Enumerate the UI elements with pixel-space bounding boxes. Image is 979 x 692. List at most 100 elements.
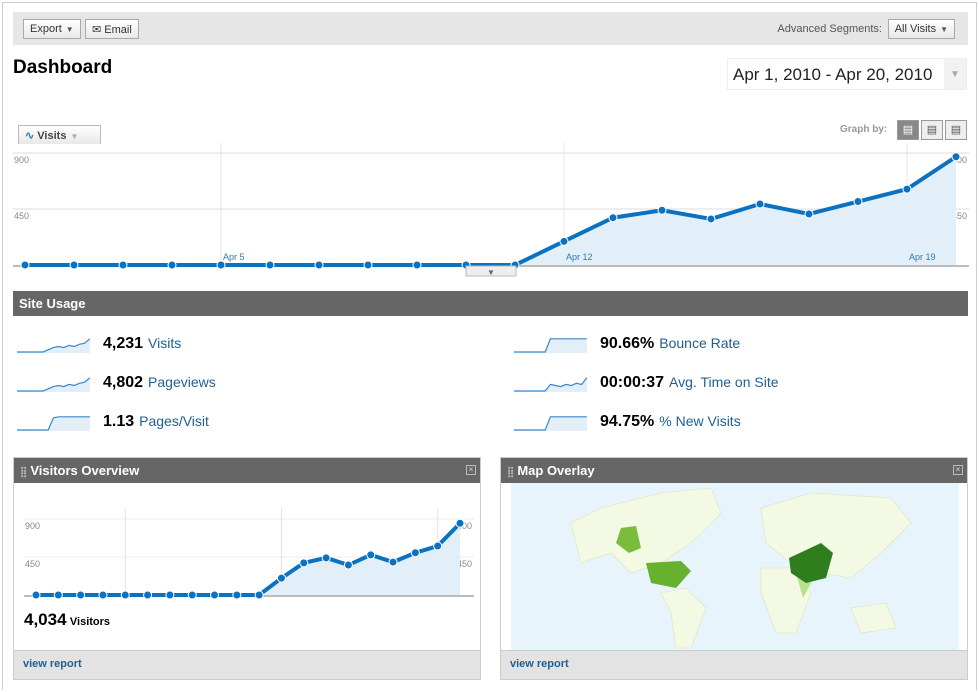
date-range: Apr 1, 2010 - Apr 20, 2010 [733, 65, 933, 84]
y-tick-label: 450 [14, 211, 29, 221]
data-point [559, 236, 569, 246]
metric-text: 00:00:37 Avg. Time on Site [600, 374, 779, 392]
series-line [25, 155, 958, 267]
chevron-down-icon: ▼ [940, 25, 948, 34]
view-report-link[interactable]: view report [14, 650, 480, 679]
metric-pageviews[interactable]: 4,802 Pageviews [17, 373, 417, 393]
data-point [412, 260, 422, 270]
close-icon[interactable]: × [466, 465, 476, 475]
data-point [53, 590, 63, 600]
graph-by-week-button[interactable]: ▤ [921, 120, 943, 140]
chevron-down-icon[interactable]: ▼ [944, 59, 966, 89]
data-point [455, 518, 465, 528]
export-button[interactable]: Export ▼ [23, 19, 81, 39]
visitors-count-value: 4,034 [24, 610, 67, 629]
metric-label[interactable]: % New Visits [659, 413, 741, 429]
data-point [276, 573, 286, 583]
y-tick-label: 450 [25, 559, 40, 569]
alaska-region [616, 526, 641, 553]
metric-value: 1.13 [103, 413, 135, 430]
visitors-overview-header[interactable]: ⣿ Visitors Overview × [14, 458, 480, 483]
metric-visits[interactable]: 4,231 Visits [17, 334, 417, 354]
metric-label[interactable]: Pageviews [148, 374, 216, 390]
export-label: Export [30, 23, 62, 35]
data-point [902, 184, 912, 194]
metric-bounce-rate[interactable]: 90.66% Bounce Rate [514, 334, 914, 354]
y-tick-label-right: 900 [952, 155, 967, 165]
world-map[interactable] [511, 483, 959, 651]
panel-title: Visitors Overview [30, 463, 140, 478]
sparkline-line [17, 338, 91, 353]
data-point [343, 560, 353, 570]
graph-by-day-button[interactable]: ▤ [897, 120, 919, 140]
graph-by-month-button[interactable]: ▤ [945, 120, 967, 140]
sparkline-fill [514, 338, 587, 353]
metric-label[interactable]: Avg. Time on Site [669, 374, 779, 390]
data-point [167, 260, 177, 270]
visitors-chart: 450 450 900 900 [24, 508, 474, 600]
data-point [187, 590, 197, 600]
china [789, 543, 833, 583]
data-point [69, 260, 79, 270]
data-point [314, 260, 324, 270]
data-point [120, 590, 130, 600]
sparkline-line [514, 338, 587, 353]
y-tick-label: 900 [14, 155, 29, 165]
australia [850, 602, 897, 634]
metric-label[interactable]: Pages/Visit [139, 413, 209, 429]
close-icon[interactable]: × [953, 465, 963, 475]
visitors-count-label: Visitors [69, 616, 111, 628]
sparkline-line [17, 377, 91, 392]
segments-label: Advanced Segments: [777, 23, 882, 35]
metric-pages-visit[interactable]: 1.13 Pages/Visit [17, 412, 417, 432]
data-point [363, 260, 373, 270]
panel-title: Map Overlay [517, 463, 595, 478]
metric-label[interactable]: Bounce Rate [659, 335, 741, 351]
map-overlay-header[interactable]: ⣿ Map Overlay × [501, 458, 967, 483]
metric--new-visits[interactable]: 94.75%% New Visits [514, 412, 914, 432]
metric-label[interactable]: Visits [148, 335, 182, 351]
sparkline [514, 377, 588, 392]
metric-selector-tab[interactable]: ∿ Visits ▼ [18, 125, 101, 144]
chevron-down-icon: ▼ [65, 25, 74, 34]
data-point [232, 590, 242, 600]
date-range-picker[interactable]: Apr 1, 2010 - Apr 20, 2010 ▼ [727, 58, 967, 90]
metric-avg-time-on-site[interactable]: 00:00:37 Avg. Time on Site [514, 373, 914, 393]
drag-handle-icon[interactable]: ⣿ [20, 467, 28, 478]
collapse-toggle [465, 265, 517, 277]
metric-value: 4,231 [103, 335, 144, 352]
y-tick-label-right: 450 [457, 559, 472, 569]
site-usage-header: Site Usage [13, 291, 968, 316]
data-point [216, 260, 226, 270]
drag-handle-icon[interactable]: ⣿ [507, 467, 515, 478]
data-point [608, 213, 618, 223]
data-point [265, 260, 275, 270]
south-america [660, 587, 707, 649]
view-report-link[interactable]: view report [501, 650, 967, 679]
data-point [410, 548, 420, 558]
y-tick-label-right: 900 [457, 521, 472, 531]
y-tick-label: 900 [25, 521, 40, 531]
sparkline-fill [17, 416, 90, 431]
metric-value: 90.66% [600, 335, 655, 352]
united-states [646, 561, 691, 588]
map-overlay-panel: ⣿ Map Overlay × view report [500, 457, 968, 680]
segment-value: All Visits [894, 23, 937, 35]
data-point [366, 550, 376, 560]
envelope-icon: ✉ [92, 24, 102, 36]
data-point [321, 553, 331, 563]
data-point [98, 590, 108, 600]
metric-text: 4,231 Visits [103, 335, 181, 353]
chevron-down-icon: ▼ [70, 132, 79, 141]
sparkline-fill [17, 338, 90, 353]
data-point [433, 541, 443, 551]
email-button[interactable]: ✉ Email [85, 19, 139, 39]
x-tick-label: Apr 19 [909, 252, 936, 262]
metric-text: 94.75%% New Visits [600, 413, 741, 431]
sparkline-line [17, 416, 90, 431]
segment-select[interactable]: All Visits ▼ [887, 19, 955, 39]
graph-by-label: Graph by: [840, 124, 888, 135]
y-tick-label-right: 450 [952, 211, 967, 221]
data-point [254, 590, 264, 600]
